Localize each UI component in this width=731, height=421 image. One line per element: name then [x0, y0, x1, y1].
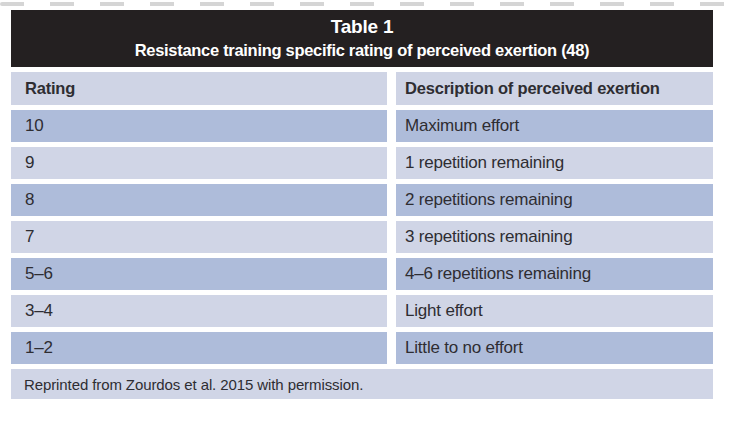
column-header-rating: Rating [11, 72, 387, 105]
description-cell: Light effort [396, 295, 713, 327]
rating-cell: 1–2 [11, 332, 387, 364]
column-header-description: Description of perceived exertion [396, 72, 713, 105]
page: Table 1 Resistance training specific rat… [0, 0, 731, 421]
rating-cell: 9 [11, 147, 387, 179]
rating-cell: 8 [11, 184, 387, 216]
rpe-table: Table 1 Resistance training specific rat… [11, 10, 713, 399]
description-cell: 3 repetitions remaining [396, 221, 713, 253]
rating-cell: 3–4 [11, 295, 387, 327]
table-row: 10 Maximum effort [11, 110, 713, 142]
rating-cell: 10 [11, 110, 387, 142]
table-row: 7 3 repetitions remaining [11, 221, 713, 253]
table-footnote: Reprinted from Zourdos et al. 2015 with … [11, 369, 713, 399]
table-caption: Resistance training specific rating of p… [135, 39, 590, 61]
table-number: Table 1 [331, 16, 394, 39]
table-header-row: Rating Description of perceived exertion [11, 72, 713, 105]
table-row: 8 2 repetitions remaining [11, 184, 713, 216]
table-title-band: Table 1 Resistance training specific rat… [11, 10, 713, 67]
description-cell: 2 repetitions remaining [396, 184, 713, 216]
table-row: 5–6 4–6 repetitions remaining [11, 258, 713, 290]
table-row: 1–2 Little to no effort [11, 332, 713, 364]
description-cell: 1 repetition remaining [396, 147, 713, 179]
rating-cell: 5–6 [11, 258, 387, 290]
rating-cell: 7 [11, 221, 387, 253]
description-cell: Maximum effort [396, 110, 713, 142]
table-row: 3–4 Light effort [11, 295, 713, 327]
description-cell: 4–6 repetitions remaining [396, 258, 713, 290]
description-cell: Little to no effort [396, 332, 713, 364]
table-row: 9 1 repetition remaining [11, 147, 713, 179]
scan-artifact [0, 2, 731, 6]
